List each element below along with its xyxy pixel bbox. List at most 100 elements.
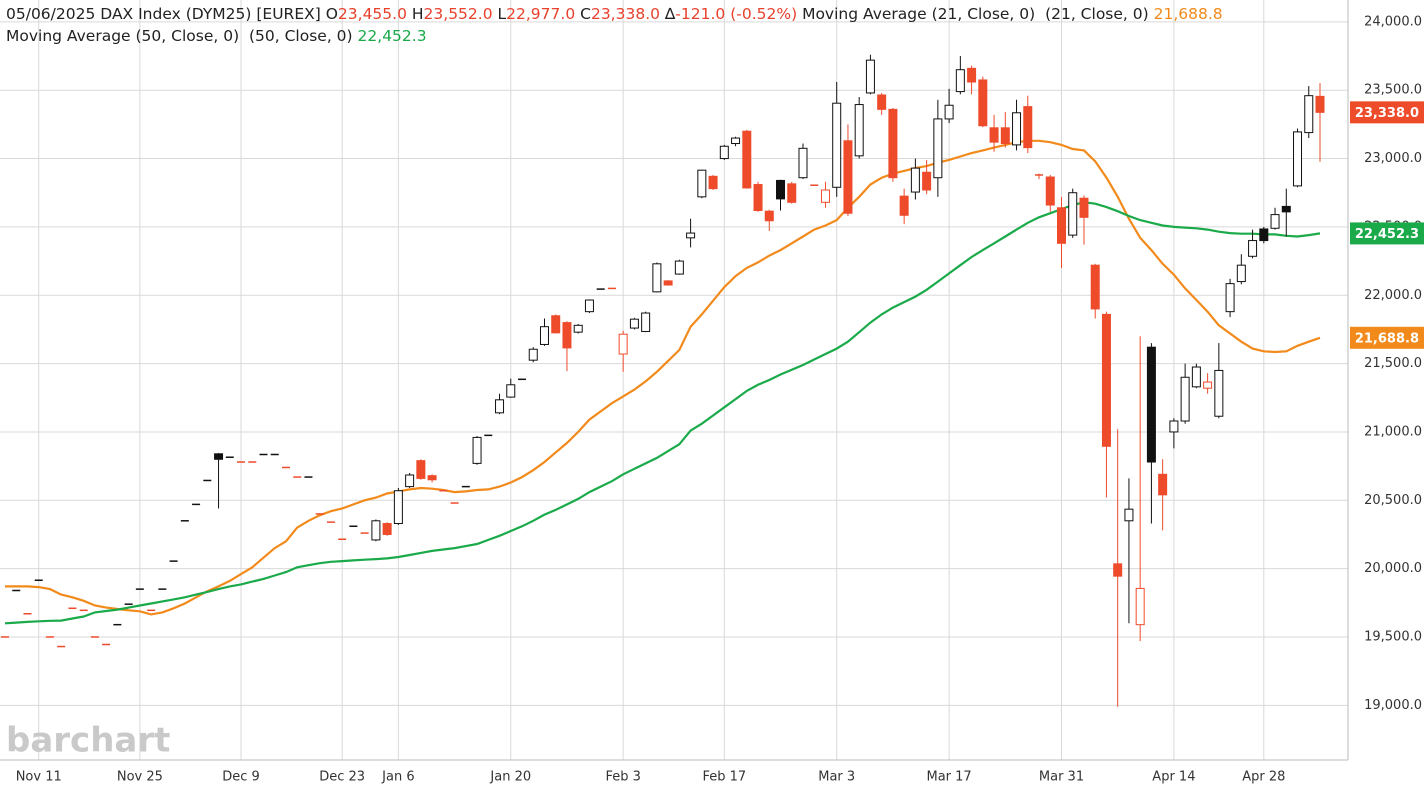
ma21-params: (21, Close, 0): [1045, 5, 1149, 23]
candle-body: [1281, 205, 1291, 213]
candle-body: [787, 183, 797, 203]
candle-body: [967, 67, 977, 83]
candle-body: [910, 167, 920, 193]
candle-body: [573, 324, 583, 333]
price-badge: [1350, 326, 1424, 349]
ohlc-l-value: 22,977.0: [506, 5, 576, 23]
candle-body: [877, 94, 887, 110]
grid: [0, 0, 1348, 760]
candle-body: [495, 399, 505, 414]
ohlc-h-value: 23,552.0: [423, 5, 493, 23]
change: -121.0: [675, 5, 726, 23]
candle-body: [1270, 214, 1280, 229]
candle-body: [551, 315, 561, 334]
change-pct: (-0.52%): [730, 5, 798, 23]
y-tick-label: 21,000.0: [1364, 424, 1422, 439]
candle-body: [933, 118, 943, 179]
x-tick-label: Feb 17: [702, 770, 746, 785]
candle-body: [506, 384, 516, 398]
candle-body: [1101, 313, 1111, 447]
ma50-value: 22,452.3: [357, 27, 427, 45]
candle-body: [1180, 376, 1190, 422]
candle-body: [641, 312, 651, 332]
x-tick-label: Mar 3: [818, 770, 855, 785]
candle-body: [1236, 264, 1246, 283]
candle-body: [416, 460, 426, 479]
candle-body: [663, 280, 673, 286]
date: 05/06/2025: [6, 5, 96, 23]
candle-body: [1158, 473, 1168, 496]
price-badge-label: 23,338.0: [1355, 106, 1419, 121]
candle-body: [674, 260, 684, 275]
x-tick-label: Feb 3: [605, 770, 640, 785]
candle-body: [731, 137, 741, 145]
ma50-params: (50, Close, 0): [248, 27, 353, 45]
candle-body: [843, 140, 853, 214]
candle-body: [1146, 346, 1156, 463]
change-symbol: ∆: [664, 5, 676, 23]
candle-body: [472, 436, 482, 464]
candle-body: [1214, 369, 1224, 417]
candle-body: [382, 523, 392, 535]
candle-body: [629, 318, 639, 329]
x-tick-label: Nov 11: [16, 770, 62, 785]
y-tick-label: 24,000.0: [1364, 14, 1422, 29]
ohlc-c: C: [580, 5, 591, 23]
candle-body: [1169, 420, 1179, 433]
candle-body: [888, 108, 898, 179]
candle-body: [1068, 192, 1078, 236]
y-tick-label: 21,500.0: [1364, 356, 1422, 371]
candle-body: [528, 348, 538, 361]
candle-body: [697, 169, 707, 198]
price-badge-label: 21,688.8: [1355, 331, 1419, 346]
candle-body: [899, 195, 909, 216]
candle-body: [618, 333, 628, 355]
candle-body: [955, 69, 965, 93]
candle-body: [427, 475, 437, 481]
y-tick-label: 20,500.0: [1364, 493, 1422, 508]
candle-body: [1304, 95, 1314, 134]
candle-body: [1000, 127, 1010, 145]
candle-body: [708, 175, 718, 190]
candle-body: [989, 127, 999, 143]
x-tick-label: Dec 9: [222, 770, 260, 785]
y-tick-label: 19,000.0: [1364, 698, 1422, 713]
y-tick-label: 19,500.0: [1364, 629, 1422, 644]
candle-body: [652, 263, 662, 293]
candle-body: [753, 184, 763, 212]
watermark: barchart: [6, 721, 170, 761]
ohlc-c-value: 23,338.0: [590, 5, 660, 23]
x-tick-label: Apr 14: [1152, 770, 1195, 785]
candle-body: [764, 210, 774, 222]
candle-body: [1191, 366, 1201, 388]
candle-body: [719, 145, 729, 160]
x-tick-label: Mar 17: [927, 770, 972, 785]
candle-body: [1293, 131, 1303, 187]
candle-body: [1135, 587, 1145, 626]
header-line-1: 05/06/2025 DAX Index (DYM25) [EUREX] O23…: [6, 3, 1223, 25]
ma-line: [4, 201, 1321, 625]
candle-body: [1124, 508, 1134, 522]
candle-body: [371, 520, 381, 541]
candle-body: [393, 490, 403, 525]
ma50-name: Moving Average (50, Close, 0): [6, 27, 240, 45]
x-tick-label: Apr 28: [1242, 770, 1285, 785]
candle-body: [1090, 264, 1100, 310]
ohlc-o: O: [325, 5, 338, 23]
y-tick-label: 23,000.0: [1364, 151, 1422, 166]
candle-body: [539, 326, 549, 345]
ohlc-o-value: 23,455.0: [337, 5, 407, 23]
candle-body: [1056, 207, 1066, 244]
x-tick-label: Jan 20: [489, 770, 531, 785]
ma21-name: Moving Average (21, Close, 0): [802, 5, 1036, 23]
x-tick-label: Nov 25: [117, 770, 163, 785]
candle-body: [865, 59, 875, 94]
ma-line: [5, 139, 1321, 616]
candle-body: [1259, 228, 1269, 242]
candle-body: [776, 179, 786, 200]
ohlc-h: H: [411, 5, 424, 23]
candle-body: [798, 147, 808, 179]
candle-body: [922, 171, 932, 191]
candle-body: [1248, 240, 1258, 257]
